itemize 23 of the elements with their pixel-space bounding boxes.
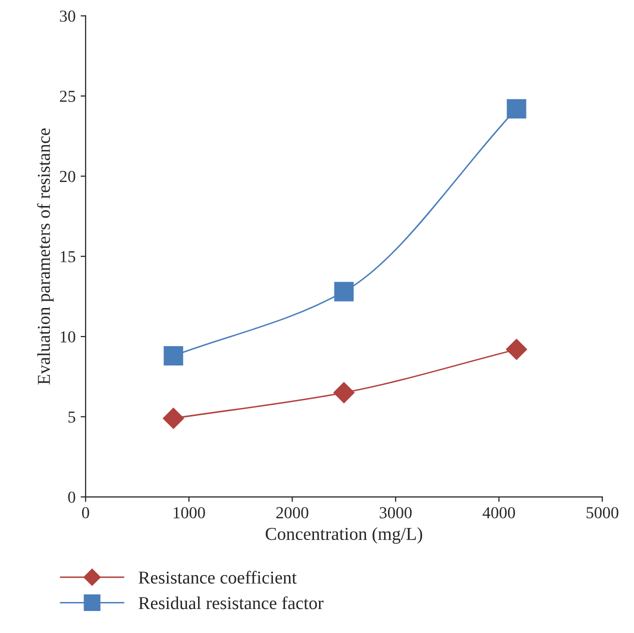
y-tick-label: 5	[68, 412, 76, 423]
point	[334, 282, 354, 302]
y-tick-label: 30	[60, 10, 76, 22]
y-tick-label: 10	[60, 331, 76, 342]
y-tick-label: 20	[60, 170, 76, 182]
x-tick-label: 4000	[482, 507, 515, 518]
y-tick-label: 0	[68, 492, 76, 503]
x-tick-label: 5000	[586, 507, 618, 518]
x-axis-title: Concentration (mg/L)	[266, 527, 422, 544]
x-tick-label: 0	[82, 507, 90, 518]
x-tick-label: 3000	[380, 507, 412, 518]
y-tick-label: 25	[60, 90, 76, 102]
x-tick-label: 2000	[276, 507, 308, 518]
point	[506, 338, 528, 360]
point	[162, 408, 184, 429]
y-tick-label: 15	[60, 251, 76, 262]
legend-label: Residual resistance factor	[138, 596, 324, 610]
point	[164, 346, 184, 366]
legend-label: Resistance coefficient	[138, 570, 297, 584]
y-axis-title: Evaluation parameters of resistance	[37, 128, 54, 384]
x-tick-label: 1000	[174, 507, 205, 518]
point	[506, 99, 526, 119]
point	[333, 382, 354, 404]
